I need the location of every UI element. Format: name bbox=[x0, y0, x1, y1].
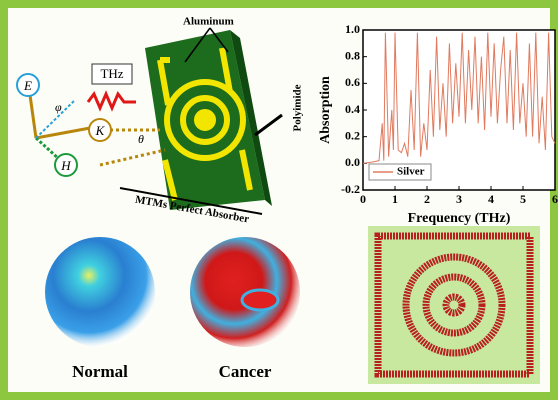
e-vector bbox=[28, 94, 38, 139]
y-tick-label: 0.8 bbox=[345, 48, 360, 62]
y-axis-label: Absorption bbox=[318, 76, 333, 144]
y-tick-label: 0.2 bbox=[345, 128, 360, 142]
normal-cell bbox=[45, 237, 155, 347]
y-tick-label: 0.4 bbox=[345, 102, 360, 116]
legend-box bbox=[368, 163, 432, 181]
dotted-vector bbox=[35, 99, 76, 139]
y-tick-label: 0.0 bbox=[345, 155, 360, 169]
resonator bbox=[157, 47, 253, 201]
h-circle bbox=[54, 153, 78, 177]
k-path bbox=[99, 148, 166, 167]
wave bbox=[86, 90, 136, 112]
x-tick-label: 1 bbox=[392, 192, 398, 206]
label: E bbox=[23, 78, 32, 93]
pointer bbox=[254, 113, 283, 137]
label: Normal bbox=[72, 362, 128, 381]
field-map bbox=[368, 226, 540, 384]
x-tick-label: 6 bbox=[552, 192, 558, 206]
thz-box bbox=[91, 63, 133, 85]
y-tick-label: -0.2 bbox=[341, 182, 360, 196]
pointer bbox=[184, 27, 211, 63]
x-axis-label: Frequency (THz) bbox=[408, 211, 511, 226]
artwork: Aluminum Polyimide MTMs Perfect Absorber… bbox=[16, 16, 540, 384]
y-tick-label: 1.0 bbox=[345, 22, 360, 36]
label: Cancer bbox=[219, 362, 272, 381]
series-line bbox=[362, 32, 556, 164]
legend-label: Silver bbox=[397, 166, 425, 178]
x-tick-label: 5 bbox=[520, 192, 526, 206]
cancer-cell bbox=[190, 237, 300, 347]
x-tick-label: 3 bbox=[456, 192, 462, 206]
cancer-cell-detail bbox=[240, 288, 280, 312]
chart: Absorption Frequency (THz) -0.2 0.0 0.2 0.4… bbox=[318, 22, 558, 226]
x-tick-label: 2 bbox=[424, 192, 430, 206]
e-circle bbox=[16, 73, 40, 97]
label: H bbox=[60, 158, 71, 173]
h-vector bbox=[34, 136, 62, 162]
x-tick-label: 0 bbox=[360, 192, 366, 206]
k-vector bbox=[35, 126, 91, 140]
label: K bbox=[95, 123, 106, 138]
label: Aluminum bbox=[183, 16, 234, 28]
y-tick-label: 0.6 bbox=[345, 75, 360, 89]
x-tick-label: 4 bbox=[488, 192, 494, 206]
label: φ bbox=[55, 100, 62, 114]
absorber-side bbox=[230, 30, 272, 206]
label: THz bbox=[100, 66, 123, 81]
pointer bbox=[209, 27, 229, 53]
label: θ bbox=[138, 132, 144, 146]
k-circle bbox=[88, 118, 112, 142]
label: Polyimide bbox=[292, 84, 304, 131]
size-arrow bbox=[119, 187, 263, 215]
field-pattern bbox=[374, 232, 534, 378]
